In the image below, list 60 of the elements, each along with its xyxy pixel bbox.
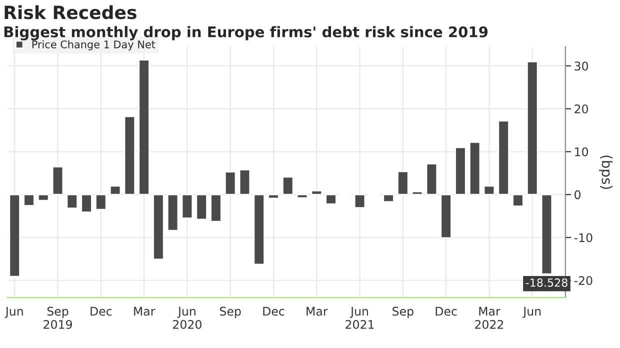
- bar: [95, 194, 107, 210]
- x-tick-label: Mar: [306, 306, 328, 316]
- y-tick-label: 30: [574, 62, 588, 71]
- bar: [397, 170, 409, 196]
- bar: [80, 194, 92, 213]
- x-tick-label: Mar 2022: [475, 306, 504, 329]
- x-tick-label: Sep: [392, 306, 414, 318]
- x-tick-label: Sep 2019: [44, 306, 72, 329]
- bar: [109, 185, 122, 196]
- data-label: -18.528: [526, 278, 568, 287]
- x-tick-label: Jun 2021: [346, 306, 374, 329]
- y-tick-label: 20: [574, 104, 588, 114]
- x-tick-label: Sep: [220, 306, 241, 318]
- bar: [540, 194, 553, 275]
- bar: [210, 194, 222, 222]
- bar: [354, 194, 366, 209]
- bar: [238, 168, 251, 196]
- legend-label: Price Change 1 Day Net: [32, 40, 156, 50]
- bar: [526, 60, 538, 196]
- bar: [440, 194, 452, 239]
- bar: [38, 194, 50, 202]
- x-tick-label: Jun: [4, 306, 23, 318]
- bar: [483, 185, 496, 196]
- x-tick-label: Jun 2020: [173, 306, 202, 329]
- bar: [296, 194, 308, 199]
- bar: [8, 194, 21, 278]
- bar: [468, 142, 481, 196]
- bar: [152, 194, 164, 260]
- bar: [310, 190, 323, 196]
- bar: [411, 190, 424, 196]
- bar: [382, 194, 394, 203]
- y-tick-label: 0: [574, 190, 580, 200]
- bar: [512, 194, 524, 207]
- bar: [325, 194, 337, 205]
- y-tick-label: 10: [575, 147, 588, 156]
- y-tick-label: -10: [574, 233, 592, 242]
- x-tick-label: Mar: [134, 306, 156, 316]
- bar: [253, 194, 265, 266]
- bar: [498, 120, 510, 196]
- chart-subtitle: Biggest monthly drop in Europe firms' debt risk since 2019: [4, 26, 488, 40]
- bar: [138, 59, 150, 196]
- bar: [196, 194, 208, 220]
- bar: [454, 146, 466, 196]
- bar: [166, 194, 179, 232]
- x-tick-label: Jun: [522, 306, 541, 318]
- y-tick-label: -20: [574, 276, 592, 286]
- bar: [66, 194, 78, 209]
- chart-title: Risk Recedes: [4, 5, 136, 20]
- bar: [426, 162, 438, 196]
- bar: [268, 194, 280, 200]
- bar: [282, 176, 294, 196]
- bar: [23, 194, 35, 206]
- y-axis-title: (bps): [599, 156, 612, 189]
- bar: [181, 194, 194, 219]
- bar: [52, 166, 64, 196]
- bar: [224, 171, 236, 196]
- x-tick-label: Dec: [263, 306, 284, 316]
- x-tick-label: Dec: [436, 306, 457, 316]
- x-tick-label: Dec: [90, 306, 112, 316]
- bar: [124, 116, 136, 196]
